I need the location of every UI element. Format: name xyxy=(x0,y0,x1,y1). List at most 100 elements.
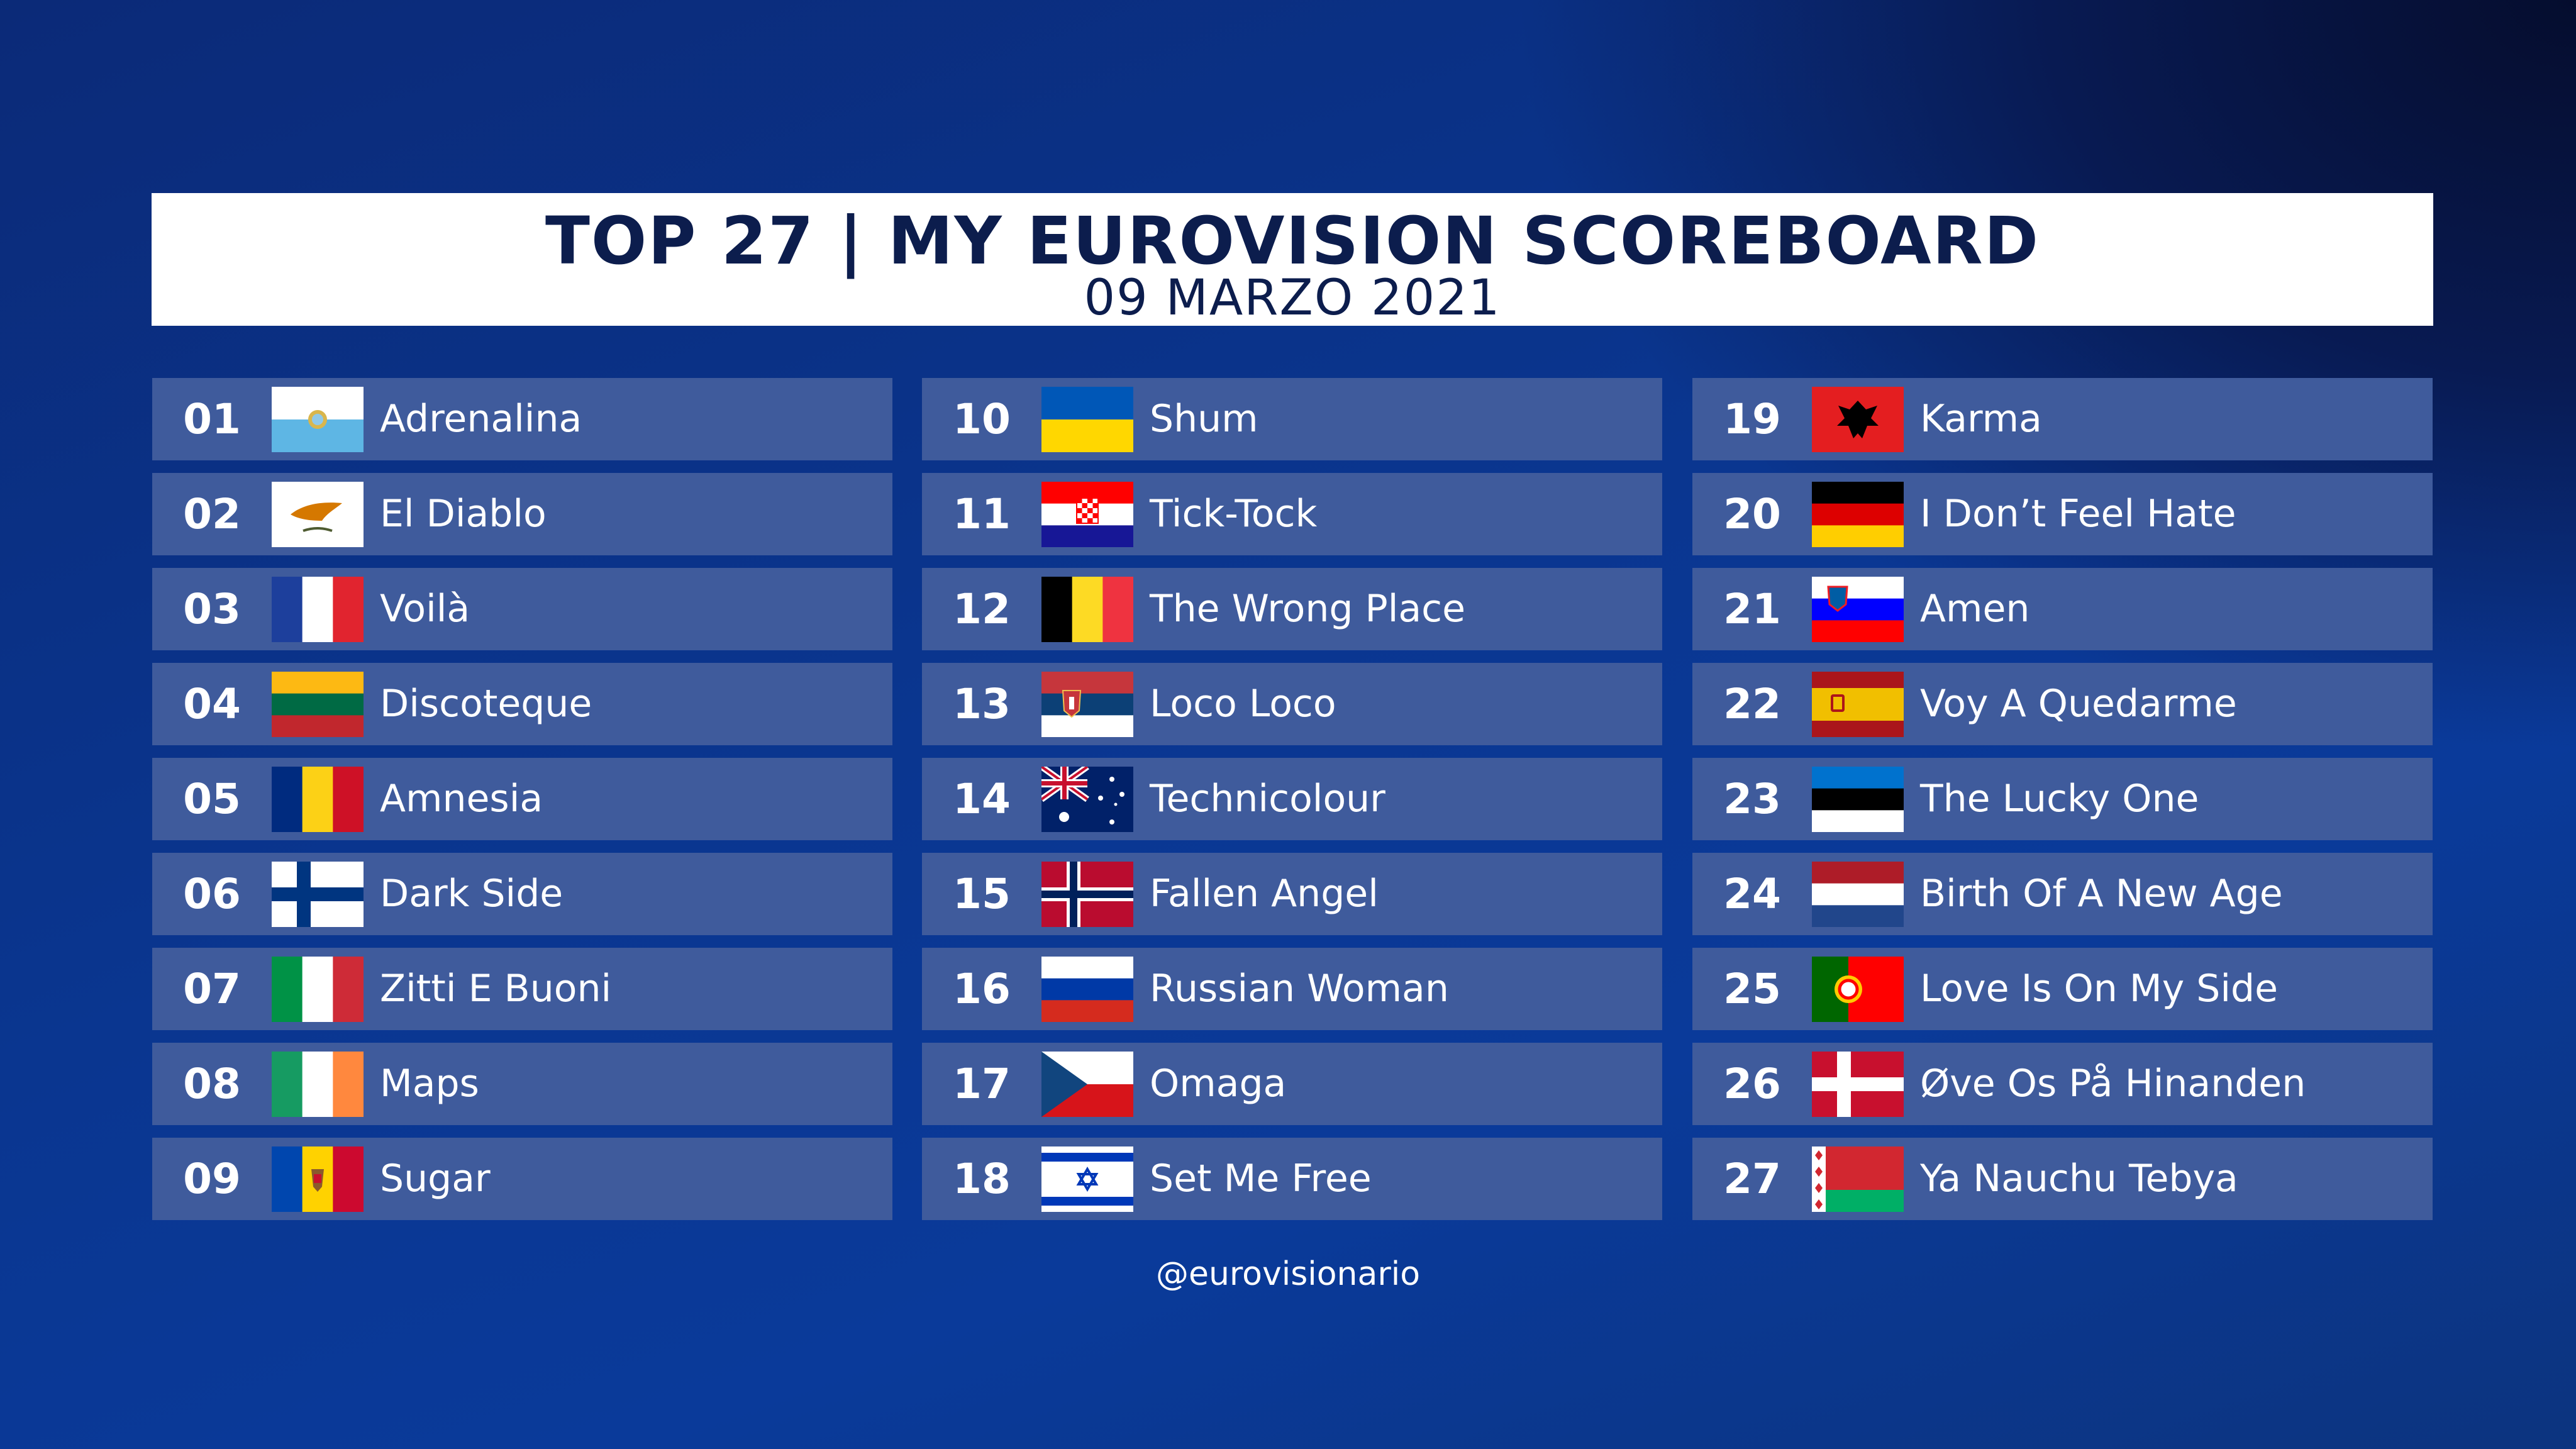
rank-number: 02 xyxy=(183,490,241,538)
rank-number: 19 xyxy=(1723,395,1781,443)
ranking-row: 13 Loco Loco xyxy=(922,663,1662,745)
rank-number: 12 xyxy=(953,585,1011,633)
ranking-row: 22 Voy A Quedarme xyxy=(1692,663,2433,745)
belarus-flag xyxy=(1812,1146,1904,1212)
ranking-row: 06 Dark Side xyxy=(152,853,892,935)
ranking-row: 10 Shum xyxy=(922,378,1662,460)
rank-number: 25 xyxy=(1723,965,1781,1013)
song-title: Zitti E Buoni xyxy=(380,967,612,1011)
scoreboard-title: TOP 27 | MY EUROVISION SCOREBOARD xyxy=(545,203,2040,279)
song-title: Voy A Quedarme xyxy=(1920,682,2237,726)
romania-flag xyxy=(272,767,364,832)
ranking-row: 18 Set Me Free xyxy=(922,1138,1662,1220)
ranking-row: 05 Amnesia xyxy=(152,758,892,840)
ranking-row: 15 Fallen Angel xyxy=(922,853,1662,935)
song-title: Dark Side xyxy=(380,872,564,916)
albania-flag xyxy=(1812,387,1904,452)
france-flag xyxy=(272,577,364,642)
song-title: Voilà xyxy=(380,587,470,631)
ranking-row: 09 Sugar xyxy=(152,1138,892,1220)
song-title: Maps xyxy=(380,1062,479,1106)
rank-number: 22 xyxy=(1723,680,1781,728)
rank-number: 04 xyxy=(183,680,241,728)
ranking-column-3: 19 Karma 20 I Don’t Feel Hate 21 Amen 22 Voy A … xyxy=(1692,378,2433,1233)
title-banner: TOP 27 | MY EUROVISION SCOREBOARD 09 MAR… xyxy=(152,193,2433,326)
czech-republic-flag xyxy=(1041,1052,1133,1117)
netherlands-flag xyxy=(1812,862,1904,927)
song-title: Sugar xyxy=(380,1157,491,1201)
rank-number: 01 xyxy=(183,395,241,443)
rank-number: 09 xyxy=(183,1155,241,1203)
norway-flag xyxy=(1041,862,1133,927)
ranking-row: 08 Maps xyxy=(152,1043,892,1125)
germany-flag xyxy=(1812,482,1904,547)
ireland-flag xyxy=(272,1052,364,1117)
rank-number: 05 xyxy=(183,775,241,823)
ranking-row: 12 The Wrong Place xyxy=(922,568,1662,650)
ranking-row: 23 The Lucky One xyxy=(1692,758,2433,840)
russia-flag xyxy=(1041,957,1133,1022)
song-title: Birth Of A New Age xyxy=(1920,872,2283,916)
portugal-flag xyxy=(1812,957,1904,1022)
song-title: Discoteque xyxy=(380,682,592,726)
ranking-row: 21 Amen xyxy=(1692,568,2433,650)
rank-number: 15 xyxy=(953,870,1011,918)
ukraine-flag xyxy=(1041,387,1133,452)
rank-number: 14 xyxy=(953,775,1011,823)
rank-number: 17 xyxy=(953,1060,1011,1108)
ranking-row: 01 Adrenalina xyxy=(152,378,892,460)
israel-flag xyxy=(1041,1146,1133,1212)
estonia-flag xyxy=(1812,767,1904,832)
ranking-column-2: 10 Shum 11 Tick-Tock 12 The Wrong Place 13 Loco… xyxy=(922,378,1662,1233)
rank-number: 21 xyxy=(1723,585,1781,633)
song-title: Technicolour xyxy=(1150,777,1385,821)
ranking-row: 26 Øve Os På Hinanden xyxy=(1692,1043,2433,1125)
slovenia-flag xyxy=(1812,577,1904,642)
rank-number: 07 xyxy=(183,965,241,1013)
song-title: Omaga xyxy=(1150,1062,1287,1106)
ranking-row: 27 Ya Nauchu Tebya xyxy=(1692,1138,2433,1220)
lithuania-flag xyxy=(272,672,364,737)
scoreboard-date: 09 MARZO 2021 xyxy=(1084,270,1501,326)
rank-number: 24 xyxy=(1723,870,1781,918)
song-title: Amnesia xyxy=(380,777,543,821)
ranking-row: 02 El Diablo xyxy=(152,473,892,555)
song-title: Ya Nauchu Tebya xyxy=(1920,1157,2238,1201)
song-title: I Don’t Feel Hate xyxy=(1920,492,2236,536)
song-title: Shum xyxy=(1150,397,1258,441)
san-marino-flag xyxy=(272,387,364,452)
song-title: Karma xyxy=(1920,397,2042,441)
song-title: The Lucky One xyxy=(1920,777,2199,821)
song-title: El Diablo xyxy=(380,492,547,536)
ranking-row: 16 Russian Woman xyxy=(922,948,1662,1030)
rank-number: 13 xyxy=(953,680,1011,728)
song-title: Øve Os På Hinanden xyxy=(1920,1062,2306,1106)
belgium-flag xyxy=(1041,577,1133,642)
italy-flag xyxy=(272,957,364,1022)
ranking-column-1: 01 Adrenalina 02 El Diablo 03 Voilà 04 Discoteq… xyxy=(152,378,892,1233)
denmark-flag xyxy=(1812,1052,1904,1117)
moldova-flag xyxy=(272,1146,364,1212)
rank-number: 20 xyxy=(1723,490,1781,538)
rank-number: 08 xyxy=(183,1060,241,1108)
rank-number: 16 xyxy=(953,965,1011,1013)
ranking-row: 17 Omaga xyxy=(922,1043,1662,1125)
ranking-row: 11 Tick-Tock xyxy=(922,473,1662,555)
rank-number: 06 xyxy=(183,870,241,918)
finland-flag xyxy=(272,862,364,927)
rank-number: 11 xyxy=(953,490,1011,538)
rank-number: 03 xyxy=(183,585,241,633)
ranking-row: 14 Technicolour xyxy=(922,758,1662,840)
rank-number: 10 xyxy=(953,395,1011,443)
serbia-flag xyxy=(1041,672,1133,737)
ranking-row: 07 Zitti E Buoni xyxy=(152,948,892,1030)
ranking-row: 03 Voilà xyxy=(152,568,892,650)
rank-number: 18 xyxy=(953,1155,1011,1203)
ranking-row: 25 Love Is On My Side xyxy=(1692,948,2433,1030)
ranking-row: 20 I Don’t Feel Hate xyxy=(1692,473,2433,555)
ranking-row: 04 Discoteque xyxy=(152,663,892,745)
ranking-row: 24 Birth Of A New Age xyxy=(1692,853,2433,935)
song-title: Set Me Free xyxy=(1150,1157,1372,1201)
australia-flag xyxy=(1041,767,1133,832)
